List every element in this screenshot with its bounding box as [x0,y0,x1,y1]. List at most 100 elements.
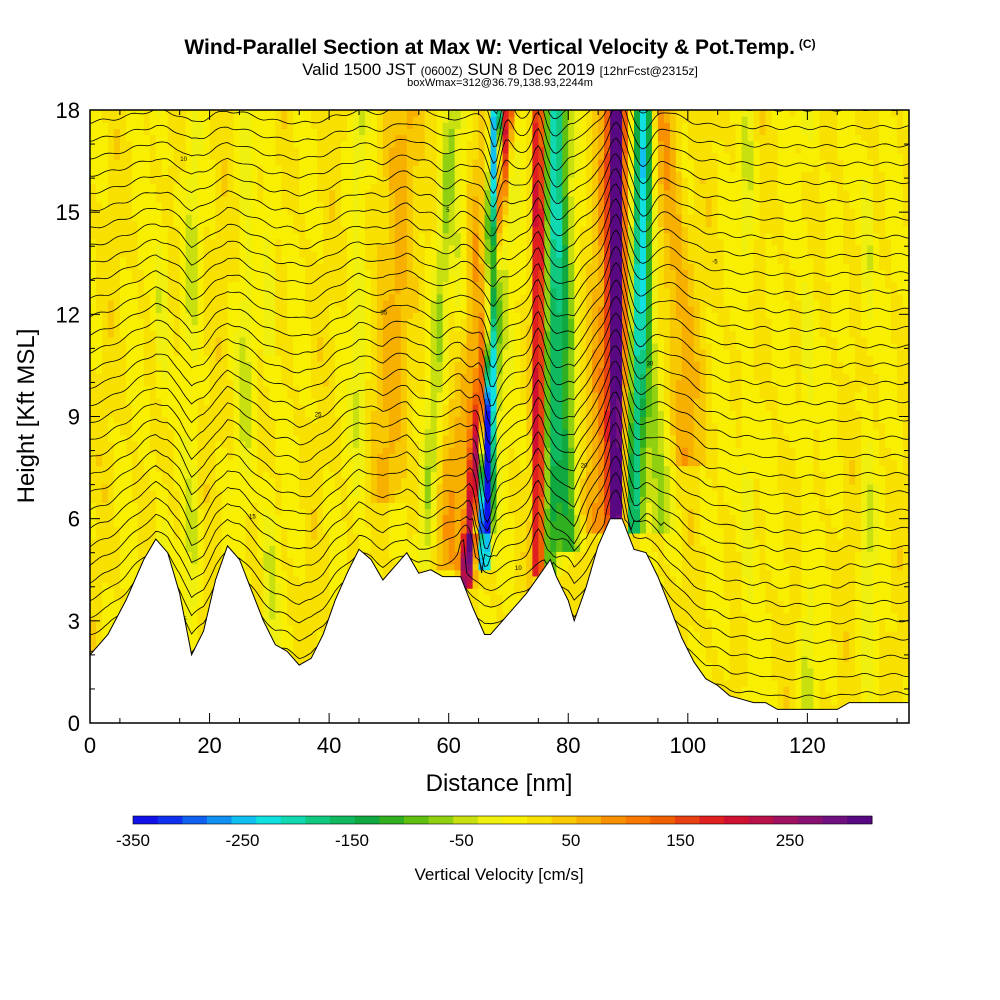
velocity-cell [311,539,318,546]
velocity-cell [317,447,324,454]
velocity-cell [311,165,318,172]
velocity-cell [245,324,253,332]
velocity-cell [215,128,223,136]
velocity-cell [161,183,169,191]
velocity-cell [353,361,360,369]
velocity-cell [137,165,145,172]
velocity-cell [329,128,336,136]
velocity-cell [269,287,276,295]
velocity-cell [275,208,282,215]
velocity-cell [161,244,169,252]
velocity-cell [191,594,199,601]
velocity-cell [101,582,109,589]
velocity-cell [125,195,133,203]
velocity-cell [185,146,193,154]
velocity-cell [263,379,270,387]
velocity-cell [209,441,217,448]
velocity-cell [209,201,217,209]
velocity-cell [197,404,205,411]
velocity-cell [341,508,348,516]
velocity-cell [287,165,294,172]
velocity-cell [329,545,336,552]
velocity-cell [90,490,97,497]
velocity-cell [335,183,342,191]
velocity-cell [239,269,247,277]
velocity-cell [209,312,217,320]
velocity-cell [341,287,348,295]
velocity-cell [359,465,366,473]
velocity-cell [359,526,366,534]
velocity-cell [299,465,306,473]
velocity-cell [113,214,121,221]
velocity-cell [167,490,175,497]
velocity-cell [364,477,372,485]
velocity-cell [221,300,229,307]
velocity-cell [299,342,306,350]
velocity-cell [275,594,282,601]
velocity-cell [119,238,127,246]
velocity-cell [329,220,336,228]
velocity-cell [245,300,253,307]
velocity-cell [257,122,264,129]
velocity-cell [107,232,115,240]
velocity-cell [239,330,247,338]
velocity-cell [161,269,169,277]
velocity-cell [239,465,247,473]
velocity-cell [167,434,175,442]
velocity-cell [209,477,217,485]
velocity-cell [251,134,258,142]
velocity-cell [161,404,169,411]
velocity-cell [101,324,109,332]
velocity-cell [107,379,115,387]
velocity-cell [269,208,276,215]
velocity-cell [167,404,175,411]
velocity-cell [287,140,294,148]
velocity-cell [311,631,318,638]
velocity-cell [251,453,258,461]
velocity-cell [323,465,330,473]
velocity-cell [257,600,264,608]
velocity-cell [90,557,97,565]
velocity-cell [149,453,157,461]
velocity-cell [197,594,205,601]
velocity-cell [95,300,103,307]
velocity-cell [347,361,354,369]
velocity-cell [335,165,342,172]
velocity-cell [191,631,199,638]
velocity-cell [227,128,235,136]
velocity-cell [364,177,372,185]
velocity-cell [95,367,103,375]
velocity-cell [95,257,103,264]
velocity-cell [209,134,217,142]
velocity-cell [215,312,223,320]
velocity-cell [233,434,241,442]
velocity-cell [179,293,187,301]
velocity-cell [359,128,366,136]
velocity-cell [370,201,378,209]
velocity-cell [382,539,390,546]
velocity-cell [263,220,270,228]
velocity-cell [263,128,270,136]
velocity-cell [364,159,372,166]
velocity-cell [347,502,354,510]
velocity-cell [287,410,294,418]
velocity-cell [323,312,330,320]
velocity-cell [335,177,342,185]
velocity-cell [179,312,187,320]
velocity-cell [101,318,109,326]
velocity-cell [167,557,175,565]
velocity-cell [191,588,199,595]
velocity-cell [221,404,229,411]
velocity-cell [311,159,318,166]
velocity-cell [305,349,312,356]
velocity-cell [95,201,103,209]
velocity-cell [143,122,151,129]
velocity-cell [239,539,247,546]
velocity-cell [269,293,276,301]
velocity-cell [149,349,157,356]
velocity-cell [191,220,199,228]
velocity-cell [335,532,342,540]
velocity-cell [173,508,181,516]
velocity-cell [323,177,330,185]
velocity-cell [257,385,264,393]
